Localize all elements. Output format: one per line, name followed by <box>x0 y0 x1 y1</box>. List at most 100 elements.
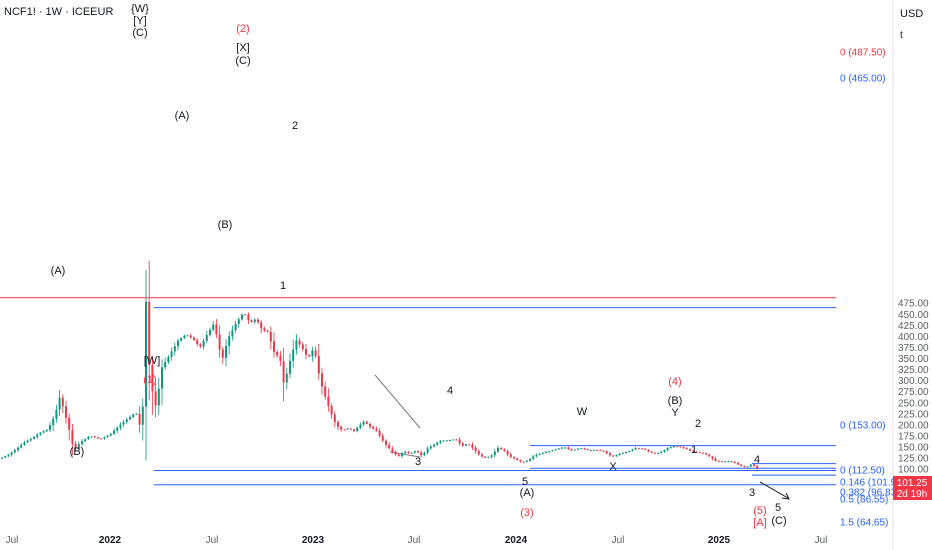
candle-body <box>609 453 611 456</box>
wave-label[interactable]: 4 <box>447 385 453 397</box>
wave-label[interactable]: 1 <box>691 444 697 456</box>
wave-label[interactable]: 2 <box>695 418 701 430</box>
wave-label[interactable]: Y <box>671 407 679 419</box>
candle-body <box>500 447 503 450</box>
candle-body <box>474 447 477 451</box>
candle-body <box>97 437 99 439</box>
candle-body <box>717 460 720 462</box>
candle-body <box>13 450 16 453</box>
candle-body <box>567 447 570 449</box>
currency-label[interactable]: USD <box>900 8 924 20</box>
candle-body <box>589 449 592 451</box>
candle-body <box>522 461 525 463</box>
candle-body <box>404 451 407 454</box>
candle-body <box>10 452 13 455</box>
candle-body <box>705 453 707 455</box>
wave-label[interactable]: (A) <box>51 265 66 277</box>
y-tick-label: 400.00 <box>898 332 929 343</box>
wave-label[interactable]: W <box>577 406 588 418</box>
wave-label[interactable]: (2) <box>236 23 249 35</box>
fib-level-label: 0 (487.50) <box>840 48 886 59</box>
candle-body <box>509 454 512 458</box>
wave-label[interactable]: 2 <box>292 120 298 132</box>
candle-body <box>61 397 64 407</box>
candle-body <box>455 439 458 441</box>
candle-body <box>477 450 480 455</box>
wave-label[interactable]: (C) <box>771 515 786 527</box>
candle-body <box>372 426 375 429</box>
candle-body <box>618 453 621 456</box>
wave-label[interactable]: (B) <box>218 219 233 231</box>
x-tick-label: Jul <box>6 535 19 546</box>
candle-body <box>679 446 682 448</box>
candle-body <box>423 452 426 456</box>
trendline-upper[interactable] <box>374 374 421 429</box>
x-tick-label: 2024 <box>505 535 528 546</box>
candle-body <box>749 464 752 467</box>
last-price-badge <box>893 476 932 500</box>
wave-label[interactable]: (A) <box>520 487 535 499</box>
wave-label[interactable]: [W] <box>144 355 161 367</box>
candle-body <box>292 349 295 361</box>
wave-label[interactable]: 1 <box>280 280 286 292</box>
candle-body <box>548 451 551 453</box>
candle-body <box>305 348 307 355</box>
bar-countdown: 2d 19h <box>897 489 928 500</box>
unit-label[interactable]: t <box>900 30 903 41</box>
wave-label[interactable]: [Y] <box>133 15 146 27</box>
candle-body <box>228 336 231 346</box>
wave-label[interactable]: 3 <box>415 456 421 468</box>
wave-label[interactable]: 3 <box>749 487 755 499</box>
projection-arrow[interactable] <box>759 481 789 499</box>
candle-body <box>289 360 291 374</box>
wave-label[interactable]: (3) <box>520 507 533 519</box>
candle-body <box>55 409 58 419</box>
candle-body <box>253 319 256 322</box>
wave-label[interactable]: 5 <box>775 502 781 514</box>
wave-label[interactable]: [X] <box>236 42 249 54</box>
candle-body <box>458 439 461 444</box>
candle-body <box>378 430 381 436</box>
candle-body <box>401 453 403 457</box>
candle-body <box>669 447 672 449</box>
wave-label[interactable]: X <box>609 461 617 473</box>
candle-body <box>727 461 730 463</box>
candle-body <box>209 329 211 336</box>
candle-body <box>349 428 352 430</box>
candle-body <box>449 440 451 442</box>
wave-label[interactable]: (1) <box>143 374 156 386</box>
candle-body <box>708 454 711 457</box>
candle-body <box>193 337 195 340</box>
wave-label[interactable]: 4 <box>754 454 760 466</box>
wave-label[interactable]: {W} <box>131 3 149 15</box>
candle-body <box>580 448 583 450</box>
wave-label[interactable]: (A) <box>175 110 190 122</box>
candle-body <box>650 451 653 453</box>
wave-label[interactable]: [A] <box>753 517 766 529</box>
candle-body <box>74 443 77 449</box>
candle-body <box>532 456 535 459</box>
candle-body <box>554 449 557 451</box>
candle-body <box>285 373 288 383</box>
y-tick-label: 200.00 <box>898 420 929 431</box>
trendline-annotations <box>374 374 790 500</box>
candle-body <box>465 444 467 446</box>
candle-body <box>340 426 343 430</box>
candle-body <box>583 448 586 450</box>
wave-label[interactable]: (C) <box>235 55 250 67</box>
wave-label[interactable]: 5 <box>522 476 528 488</box>
candle-body <box>740 464 743 466</box>
wave-label[interactable]: (B) <box>668 395 683 407</box>
candle-body <box>647 449 650 452</box>
wave-label[interactable]: (4) <box>668 376 681 388</box>
candle-body <box>109 433 112 436</box>
candle-body <box>516 458 519 461</box>
wave-label[interactable]: (5) <box>753 505 766 517</box>
candle-body <box>189 335 192 338</box>
candle-body <box>279 355 282 362</box>
wave-label[interactable]: (C) <box>132 27 147 39</box>
wave-label[interactable]: (B) <box>70 446 85 458</box>
candle-body <box>7 454 10 457</box>
y-tick-label: 250.00 <box>898 398 929 409</box>
